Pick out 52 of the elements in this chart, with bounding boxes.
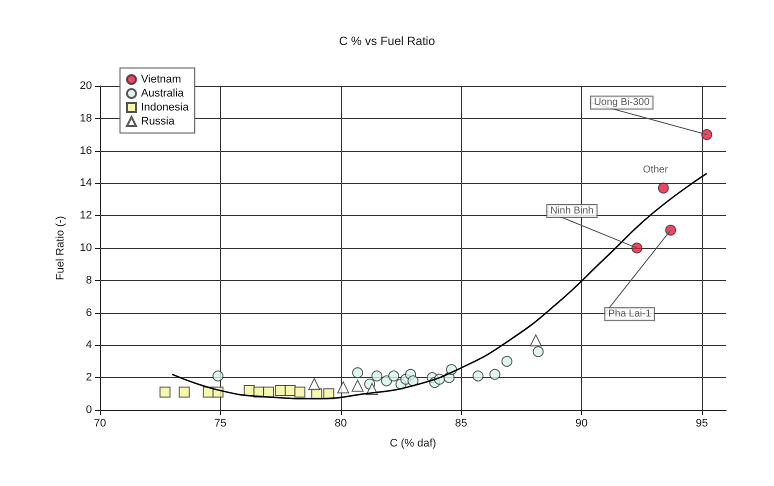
point [532,346,544,358]
point [284,385,296,396]
point [701,129,712,140]
x-tick-label: 80 [334,418,347,430]
annotation: Pha Lai-1 [608,308,652,320]
chart-title: C % vs Fuel Ratio [338,34,436,48]
y-tick-label: 14 [80,177,92,190]
line-series [171,172,708,400]
point [472,370,484,382]
x-axis-title: C (% daf) [390,438,436,450]
x-tick-label: 85 [455,418,468,430]
x-tick-label: 75 [214,418,227,430]
point [388,370,400,382]
y-tick-label: 2 [86,372,92,384]
y-tick-label: 12 [80,210,92,222]
point [178,386,190,398]
point [631,242,642,254]
point [489,368,500,380]
point [658,182,669,194]
point [212,370,224,382]
legend-label: Vietnam [141,74,182,86]
point [294,386,306,398]
legend-label: Indonesia [141,102,190,114]
point [263,386,274,398]
point [381,375,392,386]
y-tick-label: 4 [86,339,92,352]
y-tick-label: 8 [86,274,92,286]
point [501,356,512,367]
y-tick-label: 6 [86,306,92,319]
y-tick-label: 20 [80,80,92,92]
annotation: Other [642,164,669,176]
y-tick-label: 10 [80,242,92,254]
x-tick-label: 95 [696,418,708,430]
y-axis-title: Fuel Ratio (-) [54,216,66,280]
point [352,380,364,392]
legend-label: Australia [141,88,185,100]
point [408,375,418,386]
x-tick-label: 90 [575,418,588,430]
point [352,367,364,378]
legend-label: Russia [141,116,176,128]
x-tick-label: 70 [94,418,106,430]
point [337,381,350,394]
y-tick-label: 0 [86,404,92,416]
point [530,334,542,346]
y-tick-label: 16 [80,144,92,157]
point [308,378,320,390]
point [371,370,382,382]
annotation: Ninh Binh [550,206,594,216]
annotation: Uong Bi-300 [594,97,650,108]
y-tick-label: 18 [80,112,92,124]
point [665,224,676,236]
point [160,386,171,398]
